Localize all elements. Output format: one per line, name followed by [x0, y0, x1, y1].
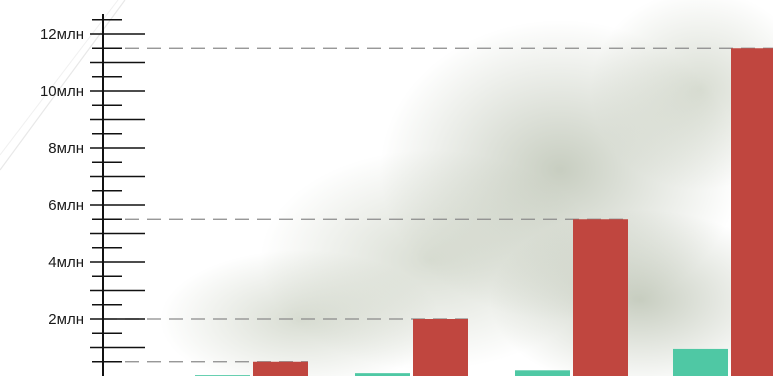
y-tick-label: 4млн — [48, 254, 84, 271]
reference-lines — [103, 47, 773, 363]
y-tick-label: 12млн — [40, 26, 84, 43]
bar-series1-cat3 — [731, 48, 773, 376]
bar-series1-cat0 — [253, 361, 308, 376]
y-tick-label: 6млн — [48, 197, 84, 214]
bar-series0-cat1 — [355, 373, 410, 376]
bar-series0-cat3 — [673, 348, 728, 376]
bar-series0-cat2 — [515, 370, 570, 376]
y-tick-label: 8млн — [48, 140, 84, 157]
bars — [195, 48, 773, 376]
y-tick-labels: 2млн 4млн 6млн 8млн 10млн 12млн — [40, 26, 84, 328]
bar-series1-cat2 — [573, 219, 628, 376]
y-tick-label: 2млн — [48, 311, 84, 328]
y-axis — [90, 14, 145, 376]
bar-series1-cat1 — [413, 319, 468, 376]
y-tick-label: 10млн — [40, 83, 84, 100]
